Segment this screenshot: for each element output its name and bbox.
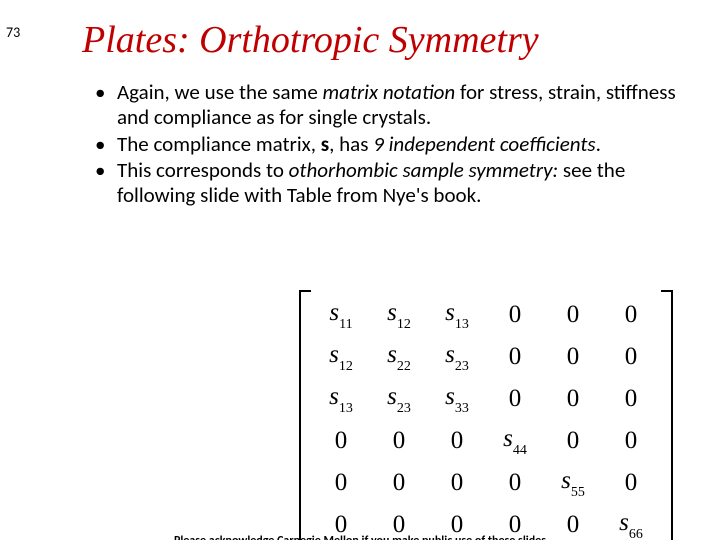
bullet-text: This corresponds to (117, 157, 289, 183)
bullet-bold: s (321, 131, 329, 157)
bullet-text: Again, we use the same (117, 79, 323, 105)
matrix-cell: 0 (493, 382, 537, 416)
matrix-cell: s44 (493, 424, 537, 458)
page-number: 73 (6, 24, 20, 41)
matrix-cell: 0 (435, 466, 479, 500)
matrix-cell: 0 (609, 298, 653, 332)
compliance-matrix: s11s12s13000s12s22s23000s13s23s33000000s… (305, 290, 667, 540)
bullet-item: The compliance matrix, s, has 9 independ… (95, 132, 680, 157)
matrix-cell: s12 (377, 298, 421, 332)
matrix-cell: s11 (319, 298, 363, 332)
matrix-cell: 0 (609, 340, 653, 374)
matrix-cell: s55 (551, 466, 595, 500)
matrix-cell: 0 (493, 340, 537, 374)
matrix-cell: 0 (609, 382, 653, 416)
bullet-text: The compliance matrix, (117, 131, 321, 157)
bullet-item: Again, we use the same matrix notation f… (95, 80, 680, 130)
matrix-cell: 0 (377, 466, 421, 500)
matrix-cell: 0 (551, 382, 595, 416)
matrix-cell: 0 (319, 424, 363, 458)
bullet-item: This corresponds to othorhombic sample s… (95, 158, 680, 208)
matrix-cell: 0 (377, 424, 421, 458)
matrix-cell: 0 (493, 298, 537, 332)
matrix-cell: 0 (551, 340, 595, 374)
bullet-emph: othorhombic sample symmetry: (289, 157, 559, 183)
matrix-cell: s22 (377, 340, 421, 374)
right-bracket-icon (661, 290, 673, 540)
matrix-cell: s23 (435, 340, 479, 374)
bullet-list: Again, we use the same matrix notation f… (95, 80, 680, 208)
bullet-text: . (596, 131, 601, 157)
matrix-cell: s12 (319, 340, 363, 374)
matrix-cell: 0 (609, 466, 653, 500)
matrix-cell: 0 (435, 424, 479, 458)
bullet-text: , has (329, 131, 373, 157)
slide-title: Plates: Orthotropic Symmetry (82, 18, 720, 62)
left-bracket-icon (299, 290, 311, 540)
matrix-cell: s33 (435, 382, 479, 416)
bullet-emph: matrix notation (323, 79, 456, 105)
matrix-cell: s23 (377, 382, 421, 416)
matrix-cell: 0 (493, 466, 537, 500)
matrix-cell: s13 (319, 382, 363, 416)
matrix-cell: s13 (435, 298, 479, 332)
matrix-cell: 0 (551, 298, 595, 332)
matrix-cell: 0 (551, 424, 595, 458)
matrix-cell: 0 (609, 424, 653, 458)
matrix-table: s11s12s13000s12s22s23000s13s23s33000000s… (305, 290, 667, 540)
bullet-emph: 9 independent coefficients (373, 131, 595, 157)
footer-attribution: Please acknowledge Carnegie Mellon if yo… (0, 534, 720, 540)
matrix-cell: 0 (319, 466, 363, 500)
